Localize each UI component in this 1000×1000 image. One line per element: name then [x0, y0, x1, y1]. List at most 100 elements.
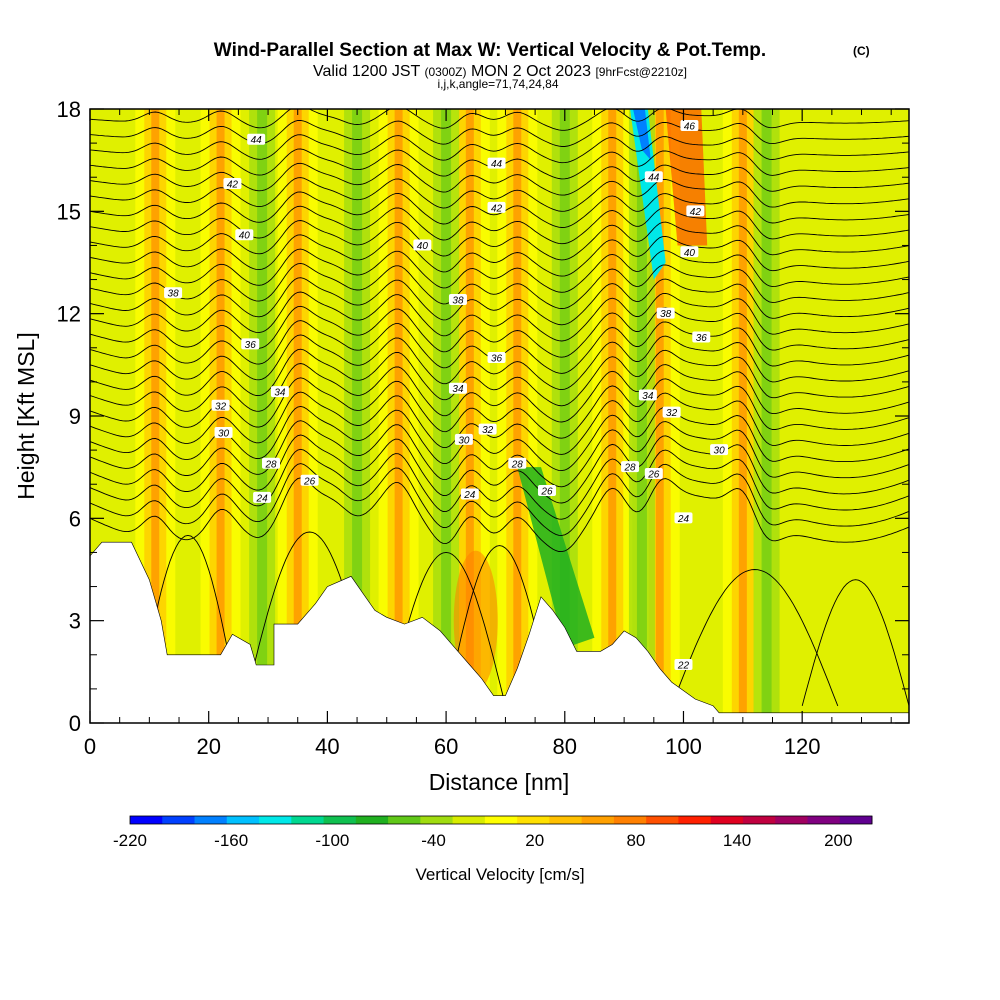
colorbar-swatch — [130, 816, 163, 824]
isentrope-line — [90, 162, 909, 196]
contour-label: 40 — [413, 239, 432, 252]
colorbar-swatch — [678, 816, 712, 824]
colorbar-swatch — [839, 816, 873, 824]
y-tick-label: 3 — [69, 609, 81, 634]
contour-label-text: 44 — [648, 173, 660, 184]
contour-label-text: 44 — [251, 135, 263, 146]
x-tick-label: 20 — [196, 734, 220, 759]
updraft-max — [216, 109, 225, 723]
updraft-max — [465, 109, 474, 723]
isentrope-line — [90, 334, 909, 391]
contour-label-text: 38 — [660, 309, 672, 320]
isentrope-line — [90, 291, 909, 342]
colorbar-swatch — [226, 816, 260, 824]
contour-label-text: 40 — [417, 241, 429, 252]
colorbar-tick-label: 140 — [723, 831, 751, 850]
contour-label-text: 42 — [690, 207, 702, 218]
contour-label: 42 — [223, 178, 242, 191]
contour-label-text: 42 — [491, 203, 503, 214]
x-tick-label: 60 — [434, 734, 458, 759]
updraft-max — [513, 109, 522, 723]
contour-label: 28 — [262, 457, 281, 470]
y-axis-label: Height [Kft MSL] — [13, 332, 39, 499]
subtitle-forecast: [9hrFcst@2210z] — [595, 65, 687, 79]
contour-label: 30 — [710, 444, 729, 457]
updraft-max — [738, 109, 747, 723]
colorbar-swatch — [581, 816, 615, 824]
contour-label: 40 — [680, 246, 699, 259]
colorbar-swatch — [549, 816, 583, 824]
x-tick-label: 100 — [665, 734, 702, 759]
contour-label-text: 28 — [264, 459, 277, 470]
y-tick-label: 0 — [69, 711, 81, 736]
downdraft-core — [761, 109, 772, 723]
isentrope-line — [90, 191, 909, 228]
colorbar-swatch — [517, 816, 550, 824]
contour-label: 40 — [235, 229, 254, 242]
low-level-contour — [671, 569, 839, 707]
y-tick-label: 18 — [57, 97, 81, 122]
contour-label: 38 — [164, 287, 183, 300]
contour-labels: 44 44 46 42 44 42 42 40 40 40 38 38 38 36 36 36 34 34 34 32… — [164, 120, 729, 672]
colorbar-swatch — [710, 816, 744, 824]
contour-label-text: 26 — [540, 487, 553, 498]
contour-label: 28 — [621, 461, 640, 474]
x-tick-label: 80 — [553, 734, 577, 759]
contour-label: 38 — [448, 294, 467, 307]
updraft-max — [608, 109, 617, 723]
contour-label: 24 — [460, 488, 479, 501]
contour-label-text: 34 — [274, 388, 286, 399]
colorbar-tick-label: -220 — [113, 831, 147, 850]
contour-label: 28 — [508, 457, 527, 470]
contour-label: 36 — [241, 338, 260, 351]
contour-label-text: 28 — [511, 459, 524, 470]
updraft-max — [151, 109, 160, 723]
colorbar-swatch — [323, 816, 357, 824]
updraft-max — [655, 109, 664, 723]
contour-label: 38 — [656, 307, 675, 320]
terrain-mask — [90, 541, 909, 723]
contour-label: 24 — [253, 491, 272, 504]
subtitle-date: MON 2 Oct 2023 — [471, 63, 591, 80]
chart-title: Wind-Parallel Section at Max W: Vertical… — [214, 40, 766, 61]
y-tick-label: 9 — [69, 404, 81, 429]
isentrope-line — [90, 277, 909, 326]
y-tick-label: 15 — [57, 199, 81, 224]
velocity-field — [90, 109, 909, 723]
y-tick-label: 6 — [69, 506, 81, 531]
contour-label: 24 — [674, 512, 693, 525]
contour-label: 36 — [487, 352, 506, 365]
contour-label: 30 — [454, 433, 473, 446]
contour-label: 34 — [638, 389, 657, 402]
contour-label-text: 34 — [642, 391, 654, 402]
contour-label: 32 — [662, 406, 681, 419]
isentrope-line — [90, 420, 909, 488]
contour-label: 26 — [537, 485, 556, 498]
low-level-contour — [801, 579, 909, 707]
contour-label-text: 36 — [245, 340, 257, 351]
x-axis-label: Distance [nm] — [429, 769, 570, 795]
contour-label: 44 — [247, 133, 266, 146]
colorbar-swatch — [420, 816, 454, 824]
colorbar-swatch — [355, 816, 389, 824]
contour-label-text: 36 — [491, 354, 503, 365]
colorbar-tick-label: -160 — [214, 831, 248, 850]
downdraft-core — [559, 109, 570, 723]
x-tick-label: 40 — [315, 734, 339, 759]
contour-label: 46 — [680, 120, 699, 133]
isentrope-line — [90, 248, 909, 293]
isentrope-line — [90, 119, 909, 147]
colorbar-swatch — [775, 816, 808, 824]
isentrope-line — [90, 477, 909, 553]
contour-label-text: 36 — [696, 333, 708, 344]
contour-label-text: 44 — [491, 159, 503, 170]
contour-label-text: 32 — [666, 408, 678, 419]
contour-label-text: 40 — [239, 231, 251, 242]
isentrope-line — [90, 305, 909, 358]
downdraft-core — [636, 109, 647, 723]
colorbar-swatch — [162, 816, 196, 824]
colorbar-swatch — [613, 816, 647, 824]
colorbar-swatch — [742, 816, 776, 824]
